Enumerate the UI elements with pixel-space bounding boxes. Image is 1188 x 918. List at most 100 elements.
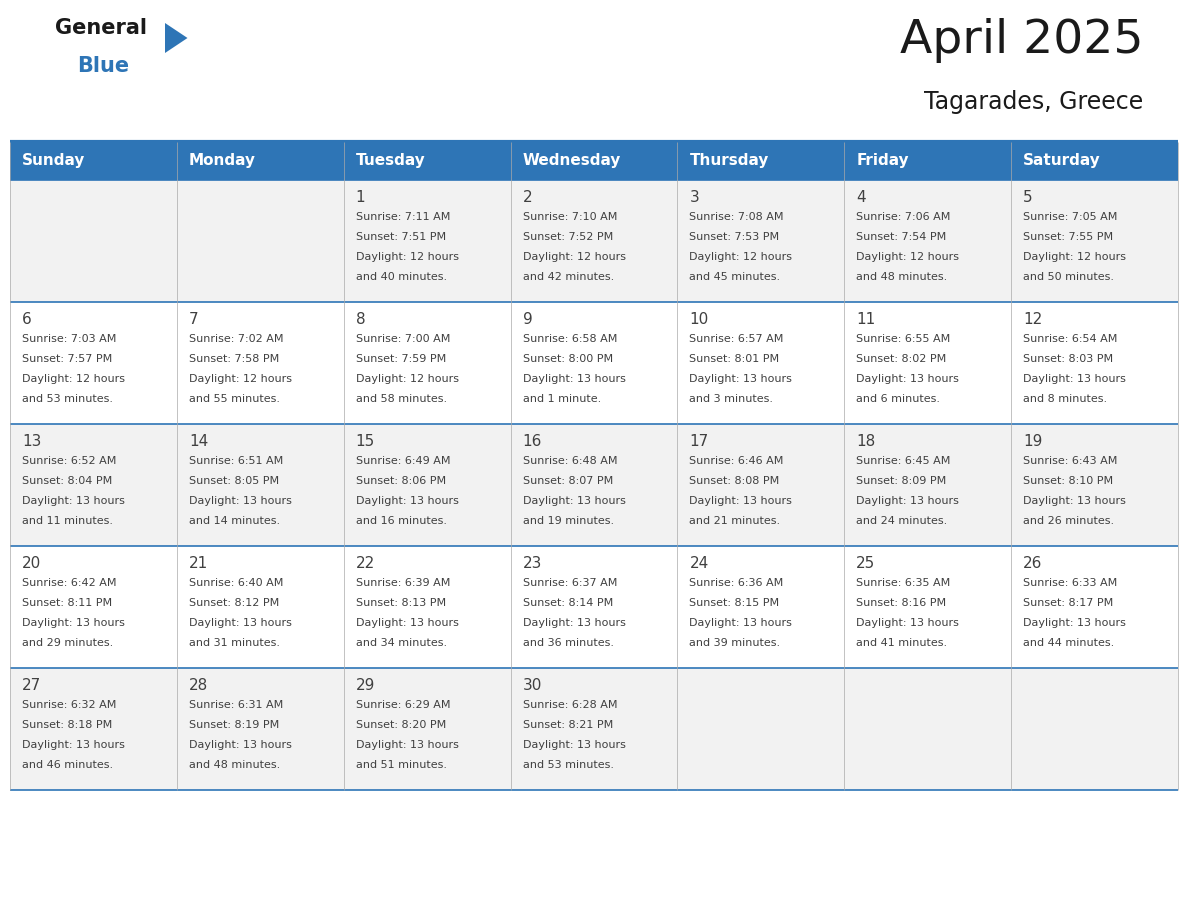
Text: Sunset: 8:12 PM: Sunset: 8:12 PM (189, 598, 279, 608)
Text: Sunset: 8:11 PM: Sunset: 8:11 PM (23, 598, 112, 608)
Text: Sunrise: 7:08 AM: Sunrise: 7:08 AM (689, 212, 784, 222)
Text: Sunset: 8:10 PM: Sunset: 8:10 PM (1023, 476, 1113, 486)
Bar (1011, 142, 1178, 180)
Text: and 42 minutes.: and 42 minutes. (523, 272, 614, 282)
Text: Sunrise: 6:46 AM: Sunrise: 6:46 AM (689, 456, 784, 466)
Bar (10, 424, 1178, 546)
Text: Sunset: 7:52 PM: Sunset: 7:52 PM (523, 232, 613, 242)
Text: 23: 23 (523, 556, 542, 571)
Text: Sunset: 8:03 PM: Sunset: 8:03 PM (1023, 354, 1113, 364)
Text: and 29 minutes.: and 29 minutes. (23, 638, 113, 648)
Text: Daylight: 13 hours: Daylight: 13 hours (523, 740, 625, 750)
Text: Sunrise: 6:43 AM: Sunrise: 6:43 AM (1023, 456, 1118, 466)
Text: Daylight: 13 hours: Daylight: 13 hours (355, 618, 459, 628)
Text: Daylight: 13 hours: Daylight: 13 hours (23, 740, 125, 750)
Text: Sunrise: 6:52 AM: Sunrise: 6:52 AM (23, 456, 116, 466)
Text: Sunrise: 6:54 AM: Sunrise: 6:54 AM (1023, 334, 1118, 344)
Text: 13: 13 (23, 434, 42, 449)
Text: Daylight: 13 hours: Daylight: 13 hours (23, 496, 125, 506)
Text: Sunrise: 6:31 AM: Sunrise: 6:31 AM (189, 700, 283, 710)
Text: Sunset: 8:04 PM: Sunset: 8:04 PM (23, 476, 112, 486)
Text: Sunrise: 6:42 AM: Sunrise: 6:42 AM (23, 578, 116, 588)
Text: 2: 2 (523, 190, 532, 205)
Text: and 1 minute.: and 1 minute. (523, 394, 601, 404)
Text: and 31 minutes.: and 31 minutes. (189, 638, 280, 648)
Text: 19: 19 (1023, 434, 1043, 449)
Text: Sunrise: 6:40 AM: Sunrise: 6:40 AM (189, 578, 283, 588)
Text: and 36 minutes.: and 36 minutes. (523, 638, 613, 648)
Bar (10, 546, 1178, 668)
Bar (845, 142, 1011, 180)
Text: Daylight: 13 hours: Daylight: 13 hours (355, 740, 459, 750)
Text: Daylight: 13 hours: Daylight: 13 hours (23, 618, 125, 628)
Text: Daylight: 13 hours: Daylight: 13 hours (189, 740, 292, 750)
Text: Sunday: Sunday (23, 153, 86, 169)
Text: Sunrise: 6:37 AM: Sunrise: 6:37 AM (523, 578, 617, 588)
Text: Daylight: 12 hours: Daylight: 12 hours (355, 252, 459, 262)
Text: 15: 15 (355, 434, 375, 449)
Text: 26: 26 (1023, 556, 1043, 571)
Text: Daylight: 12 hours: Daylight: 12 hours (23, 374, 125, 384)
Text: and 40 minutes.: and 40 minutes. (355, 272, 447, 282)
Text: Sunrise: 7:03 AM: Sunrise: 7:03 AM (23, 334, 116, 344)
Text: 17: 17 (689, 434, 709, 449)
Text: Friday: Friday (857, 153, 909, 169)
Text: and 3 minutes.: and 3 minutes. (689, 394, 773, 404)
Text: Sunset: 8:14 PM: Sunset: 8:14 PM (523, 598, 613, 608)
Text: Sunset: 7:54 PM: Sunset: 7:54 PM (857, 232, 947, 242)
Text: April 2025: April 2025 (899, 18, 1143, 63)
Text: and 26 minutes.: and 26 minutes. (1023, 516, 1114, 526)
Text: and 55 minutes.: and 55 minutes. (189, 394, 280, 404)
Text: and 46 minutes.: and 46 minutes. (23, 760, 113, 770)
Text: and 50 minutes.: and 50 minutes. (1023, 272, 1114, 282)
Text: 16: 16 (523, 434, 542, 449)
Text: and 53 minutes.: and 53 minutes. (23, 394, 113, 404)
Text: Daylight: 12 hours: Daylight: 12 hours (355, 374, 459, 384)
Bar (10, 180, 1178, 302)
Text: Sunrise: 6:32 AM: Sunrise: 6:32 AM (23, 700, 116, 710)
Text: 25: 25 (857, 556, 876, 571)
Text: Sunrise: 6:51 AM: Sunrise: 6:51 AM (189, 456, 283, 466)
Text: 20: 20 (23, 556, 42, 571)
Bar (343, 142, 511, 180)
Bar (10, 668, 1178, 790)
Text: Sunrise: 6:57 AM: Sunrise: 6:57 AM (689, 334, 784, 344)
Text: Sunrise: 7:05 AM: Sunrise: 7:05 AM (1023, 212, 1118, 222)
Text: Daylight: 13 hours: Daylight: 13 hours (523, 496, 625, 506)
Bar (10, 142, 177, 180)
Text: 12: 12 (1023, 312, 1042, 327)
Text: and 51 minutes.: and 51 minutes. (355, 760, 447, 770)
Text: 8: 8 (355, 312, 366, 327)
Text: Sunset: 8:08 PM: Sunset: 8:08 PM (689, 476, 779, 486)
Text: Daylight: 13 hours: Daylight: 13 hours (189, 496, 292, 506)
Text: Sunrise: 7:02 AM: Sunrise: 7:02 AM (189, 334, 284, 344)
Text: and 41 minutes.: and 41 minutes. (857, 638, 947, 648)
Text: Sunrise: 6:45 AM: Sunrise: 6:45 AM (857, 456, 950, 466)
Text: 4: 4 (857, 190, 866, 205)
Text: Sunset: 8:09 PM: Sunset: 8:09 PM (857, 476, 947, 486)
Text: 22: 22 (355, 556, 375, 571)
Text: 3: 3 (689, 190, 700, 205)
Text: 14: 14 (189, 434, 208, 449)
Text: Sunset: 7:51 PM: Sunset: 7:51 PM (355, 232, 446, 242)
Text: 1: 1 (355, 190, 366, 205)
Text: Sunset: 8:06 PM: Sunset: 8:06 PM (355, 476, 446, 486)
Text: Sunset: 8:01 PM: Sunset: 8:01 PM (689, 354, 779, 364)
Text: 21: 21 (189, 556, 208, 571)
Text: 18: 18 (857, 434, 876, 449)
Text: General: General (55, 18, 147, 38)
Text: Daylight: 12 hours: Daylight: 12 hours (523, 252, 626, 262)
Text: Sunrise: 7:00 AM: Sunrise: 7:00 AM (355, 334, 450, 344)
Text: Sunset: 8:20 PM: Sunset: 8:20 PM (355, 720, 446, 730)
Polygon shape (165, 23, 188, 53)
Text: Sunset: 8:16 PM: Sunset: 8:16 PM (857, 598, 947, 608)
Text: and 45 minutes.: and 45 minutes. (689, 272, 781, 282)
Text: Daylight: 13 hours: Daylight: 13 hours (1023, 618, 1126, 628)
Text: Daylight: 12 hours: Daylight: 12 hours (689, 252, 792, 262)
Text: Sunrise: 6:28 AM: Sunrise: 6:28 AM (523, 700, 617, 710)
Text: Sunrise: 6:35 AM: Sunrise: 6:35 AM (857, 578, 950, 588)
Text: Sunset: 7:57 PM: Sunset: 7:57 PM (23, 354, 112, 364)
Text: Sunset: 8:07 PM: Sunset: 8:07 PM (523, 476, 613, 486)
Text: and 21 minutes.: and 21 minutes. (689, 516, 781, 526)
Text: and 6 minutes.: and 6 minutes. (857, 394, 940, 404)
